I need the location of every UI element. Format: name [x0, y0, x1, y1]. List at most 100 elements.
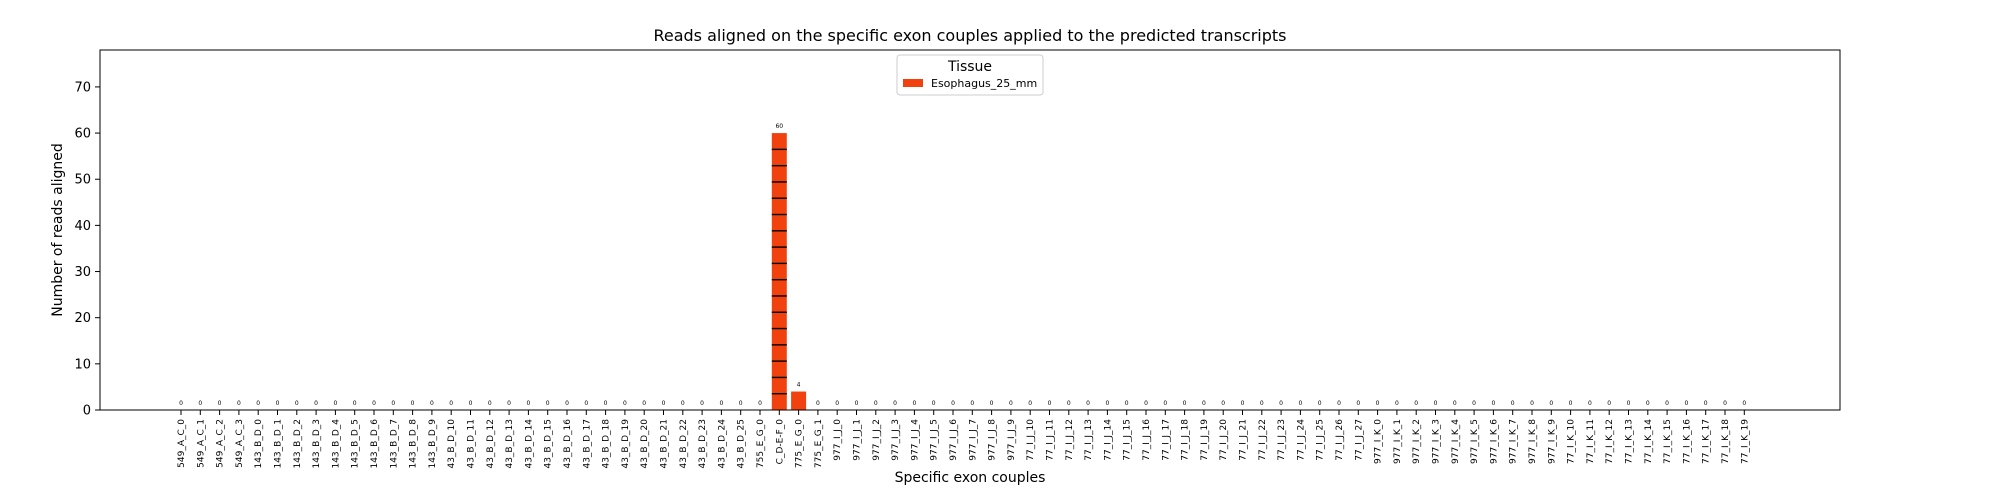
x-tick-label-77_I_J_21: 77_I_J_21: [1239, 419, 1249, 461]
data-label-977_I_K_7: 0: [1511, 400, 1515, 407]
x-tick-label-977_I_K_3: 977_I_K_3: [1432, 419, 1442, 464]
data-label-C_D-E-F_0: 60: [775, 123, 783, 130]
x-tick-label-77_I_J_14: 77_I_J_14: [1103, 419, 1113, 461]
data-label-549_A_C_0: 0: [179, 400, 183, 407]
x-tick-label-549_A_C_0: 549_A_C_0: [177, 419, 187, 468]
legend-entry-label: Esophagus_25_mm: [931, 77, 1037, 90]
y-tick-label-10: 10: [74, 357, 91, 372]
x-tick-label-43_B_D_12: 43_B_D_12: [486, 419, 496, 469]
data-label-549_A_C_2: 0: [218, 400, 222, 407]
x-tick-label-43_B_D_24: 43_B_D_24: [717, 419, 727, 469]
data-label-77_I_J_26: 0: [1337, 400, 1341, 407]
data-label-77_I_J_12: 0: [1067, 400, 1071, 407]
data-label-43_B_D_13: 0: [507, 400, 511, 407]
plot-frame: [99, 49, 1841, 411]
x-tick-label-43_B_D_25: 43_B_D_25: [737, 419, 747, 469]
x-tick-label-77_I_K_18: 77_I_K_18: [1721, 419, 1731, 464]
x-tick-label-77_I_J_11: 77_I_J_11: [1046, 419, 1056, 461]
data-label-77_I_J_25: 0: [1318, 400, 1322, 407]
x-tick-label-43_B_D_15: 43_B_D_15: [544, 419, 554, 469]
y-tick-label-40: 40: [74, 219, 91, 234]
x-tick-label-43_B_D_22: 43_B_D_22: [679, 419, 689, 469]
x-tick-label-43_B_D_21: 43_B_D_21: [660, 419, 670, 469]
data-label-77_I_J_16: 0: [1144, 400, 1148, 407]
data-label-77_I_J_20: 0: [1221, 400, 1225, 407]
data-labels-group: 0 0 0 0 0 0 0 0 0 0 0 0 0 0 0 0 0 0 0 0 0 0 0 0 0 0 0 0 0 0 0 60 4 0 0 0 0 0 0…: [179, 123, 1746, 407]
x-tick-label-77_I_J_27: 77_I_J_27: [1354, 419, 1364, 461]
data-label-755_E_G_0: 0: [758, 400, 762, 407]
x-tick-label-977_I_K_2: 977_I_K_2: [1412, 419, 1422, 464]
data-label-77_I_J_24: 0: [1298, 400, 1302, 407]
data-label-977_I_J_2: 0: [874, 400, 878, 407]
x-tick-label-77_I_J_22: 77_I_J_22: [1258, 419, 1268, 461]
bar-775_E_G_0: [791, 391, 807, 410]
x-tick-label-43_B_D_19: 43_B_D_19: [621, 419, 631, 469]
x-tick-label-549_A_C_1: 549_A_C_1: [196, 419, 206, 468]
data-label-43_B_D_24: 0: [719, 400, 723, 407]
x-tick-label-977_I_J_1: 977_I_J_1: [853, 419, 863, 461]
data-label-977_I_J_6: 0: [951, 400, 955, 407]
data-label-43_B_D_10: 0: [449, 400, 453, 407]
data-label-143_B_D_7: 0: [391, 400, 395, 407]
data-label-977_I_J_7: 0: [970, 400, 974, 407]
y-tick-label-30: 30: [74, 265, 91, 280]
x-tick-label-775_E_G_0: 775_E_G_0: [795, 419, 805, 468]
data-label-77_I_K_15: 0: [1665, 400, 1669, 407]
data-label-43_B_D_17: 0: [584, 400, 588, 407]
x-tick-label-977_I_J_5: 977_I_J_5: [930, 419, 940, 461]
x-tick-label-43_B_D_14: 43_B_D_14: [524, 419, 534, 469]
data-label-77_I_J_11: 0: [1048, 400, 1052, 407]
legend-title: Tissue: [947, 59, 992, 75]
x-tick-label-77_I_J_23: 77_I_J_23: [1277, 419, 1287, 461]
x-tick-label-143_B_D_0: 143_B_D_0: [254, 419, 264, 469]
y-axis-label: Number of reads aligned: [50, 143, 66, 317]
data-label-77_I_K_12: 0: [1607, 400, 1611, 407]
x-tick-label-143_B_D_9: 143_B_D_9: [428, 419, 438, 469]
data-label-143_B_D_2: 0: [295, 400, 299, 407]
data-label-77_I_J_15: 0: [1125, 400, 1129, 407]
x-tick-label-77_I_J_10: 77_I_J_10: [1026, 419, 1036, 461]
data-label-77_I_K_10: 0: [1569, 400, 1573, 407]
data-label-77_I_K_19: 0: [1742, 400, 1746, 407]
x-tick-label-43_B_D_11: 43_B_D_11: [467, 419, 477, 469]
data-label-43_B_D_12: 0: [488, 400, 492, 407]
data-label-77_I_J_22: 0: [1260, 400, 1264, 407]
data-label-977_I_K_6: 0: [1491, 400, 1495, 407]
data-label-143_B_D_6: 0: [372, 400, 376, 407]
data-label-77_I_J_10: 0: [1028, 400, 1032, 407]
x-tick-label-77_I_K_10: 77_I_K_10: [1567, 419, 1577, 464]
data-label-977_I_K_3: 0: [1434, 400, 1438, 407]
data-label-977_I_K_4: 0: [1453, 400, 1457, 407]
y-tick-label-20: 20: [74, 311, 91, 326]
x-tick-label-77_I_K_16: 77_I_K_16: [1682, 419, 1692, 464]
x-tick-label-43_B_D_16: 43_B_D_16: [563, 419, 573, 469]
x-tick-label-77_I_J_24: 77_I_J_24: [1296, 419, 1306, 461]
chart-title: Reads aligned on the specific exon coupl…: [653, 26, 1286, 45]
data-label-43_B_D_11: 0: [469, 400, 473, 407]
bars-group: [771, 133, 807, 410]
x-tick-label-C_D-E-F_0: C_D-E-F_0: [775, 419, 785, 465]
x-tick-label-755_E_G_0: 755_E_G_0: [756, 419, 766, 468]
data-label-143_B_D_5: 0: [353, 400, 357, 407]
x-tick-label-977_I_K_5: 977_I_K_5: [1470, 419, 1480, 464]
x-tick-label-77_I_J_13: 77_I_J_13: [1084, 419, 1094, 461]
data-label-977_I_K_5: 0: [1472, 400, 1476, 407]
x-tick-label-977_I_J_3: 977_I_J_3: [891, 419, 901, 461]
data-label-977_I_J_1: 0: [855, 400, 859, 407]
legend-swatch: [903, 79, 923, 87]
data-label-977_I_J_5: 0: [932, 400, 936, 407]
x-tick-label-549_A_C_3: 549_A_C_3: [235, 419, 245, 468]
x-tick-label-977_I_J_6: 977_I_J_6: [949, 419, 959, 461]
data-label-77_I_K_14: 0: [1646, 400, 1650, 407]
data-label-977_I_K_0: 0: [1376, 400, 1380, 407]
data-label-77_I_J_17: 0: [1163, 400, 1167, 407]
x-tick-label-977_I_K_4: 977_I_K_4: [1451, 419, 1461, 464]
x-tick-label-77_I_J_26: 77_I_J_26: [1335, 419, 1345, 461]
data-label-77_I_J_21: 0: [1241, 400, 1245, 407]
x-tick-label-977_I_J_9: 977_I_J_9: [1007, 419, 1017, 461]
x-tick-label-977_I_J_8: 977_I_J_8: [988, 419, 998, 461]
data-label-43_B_D_14: 0: [526, 400, 530, 407]
data-label-43_B_D_22: 0: [681, 400, 685, 407]
x-tick-label-43_B_D_20: 43_B_D_20: [640, 419, 650, 469]
data-label-143_B_D_1: 0: [276, 400, 280, 407]
